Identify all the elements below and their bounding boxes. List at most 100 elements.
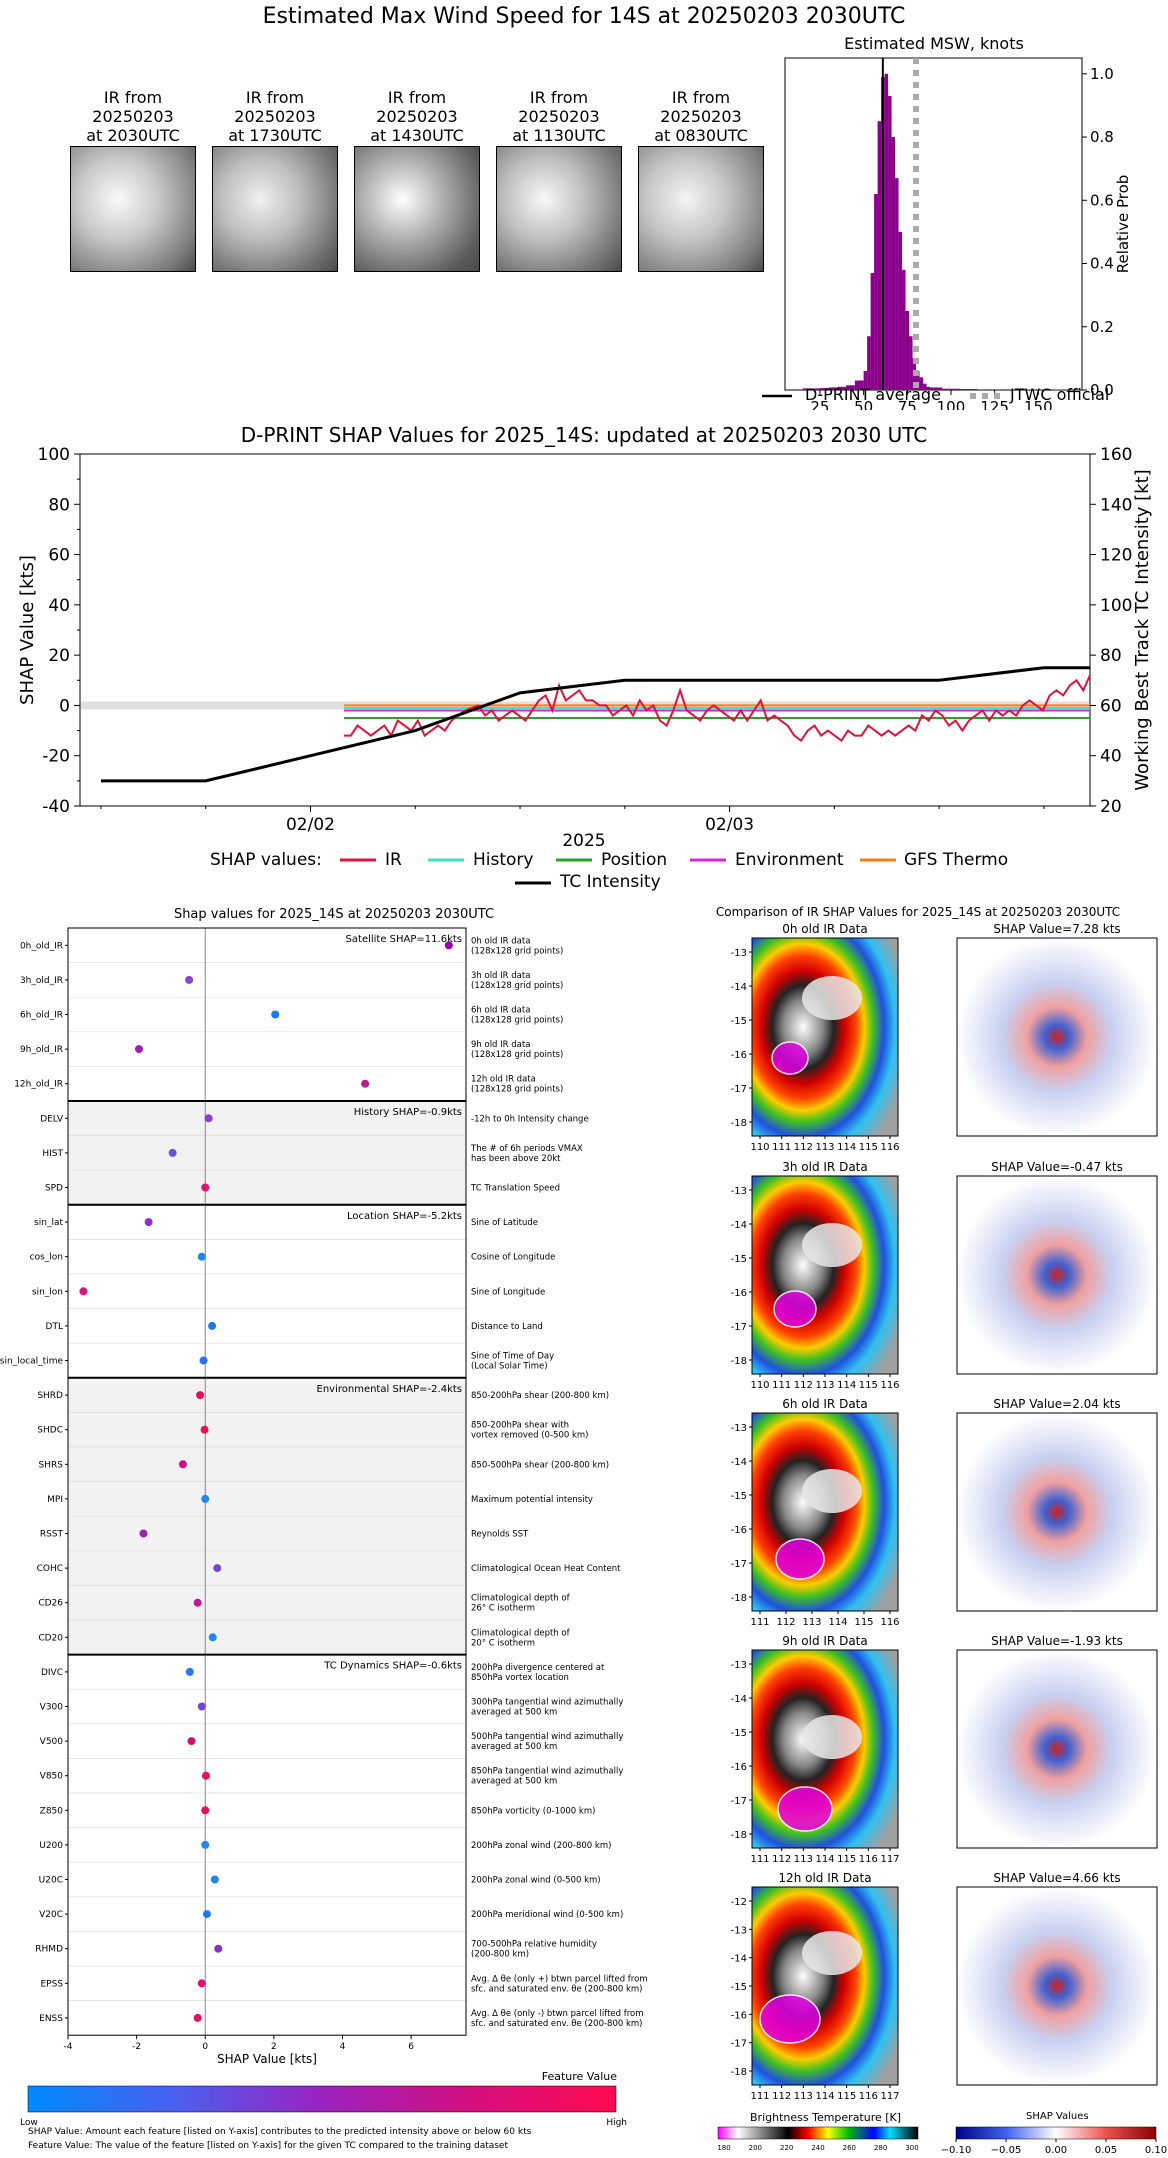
- timeseries-ytick: 60: [48, 546, 70, 566]
- shap-map: [957, 1650, 1157, 1848]
- bt-colorbar: [717, 2126, 919, 2140]
- group-shade: [68, 1101, 466, 1205]
- ir-ytick: -13: [731, 1423, 747, 1434]
- feature-shap-dot: [214, 1944, 223, 1953]
- ir-xtick: 112: [772, 1854, 791, 1865]
- ir-xtick: 115: [837, 1854, 856, 1865]
- feature-shap-dot: [204, 1114, 213, 1123]
- ir-xtick: 115: [859, 1142, 878, 1153]
- ir-thumbnail: IR from 20250203 at 2030UTC: [54, 88, 212, 145]
- timeseries-xtick: 02/02: [286, 815, 335, 835]
- bt-tick: 200: [749, 2144, 762, 2152]
- timeseries-axes: [79, 453, 1091, 807]
- ir-ytick: -17: [731, 1084, 747, 1095]
- timeseries-y2tick: 80: [1100, 646, 1122, 666]
- main-title: Estimated Max Wind Speed for 14S at 2025…: [262, 4, 906, 29]
- histogram-xtick: 50: [854, 398, 873, 410]
- feature-name: sin_lon: [32, 1287, 63, 1297]
- feature-shap-dot: [201, 1183, 210, 1192]
- footnote-feature: Feature Value: The value of the feature …: [28, 2141, 508, 2151]
- ir-ytick: -17: [731, 1322, 747, 1333]
- timeseries-title: D-PRINT SHAP Values for 2025_14S: update…: [241, 423, 928, 447]
- feature-shap-dot: [201, 1806, 210, 1815]
- ir-xtick: 110: [750, 1142, 769, 1153]
- group-label: History SHAP=-0.9kts: [354, 1107, 462, 1118]
- feature-name: 0h_old_IR: [20, 941, 63, 951]
- ir-ytick: -17: [731, 2039, 747, 2050]
- thumbnail-caption: at 1130UTC: [512, 126, 606, 145]
- feature-description: 200hPa zonal wind (0-500 km): [471, 1876, 601, 1886]
- feature-name: cos_lon: [30, 1253, 63, 1263]
- ir-ytick: -17: [731, 1559, 747, 1570]
- feature-description: (Local Solar Time): [471, 1362, 548, 1372]
- timeseries-y2tick: 160: [1100, 445, 1132, 465]
- feature-description: 20° C isotherm: [471, 1638, 535, 1648]
- ir-ytick: -16: [731, 1525, 747, 1536]
- legend-ir: IR: [385, 850, 402, 870]
- feature-description: 200hPa meridional wind (0-500 km): [471, 1910, 623, 1920]
- timeseries-ylabel: SHAP Value [kts]: [17, 555, 38, 705]
- sv-tick: −0.05: [991, 2145, 1022, 2156]
- timeseries-ytick: -20: [42, 747, 70, 767]
- feature-name: sin_lat: [34, 1218, 63, 1228]
- feature-description: Climatological Ocean Heat Content: [471, 1564, 621, 1574]
- feature-description: Maximum potential intensity: [471, 1495, 593, 1505]
- feature-description: Distance to Land: [471, 1322, 543, 1332]
- feature-name: V500: [40, 1737, 64, 1747]
- ir-ytick: -16: [731, 2010, 747, 2021]
- feature-description: 0h old IR data: [471, 936, 530, 946]
- thumbnail-caption: IR from: [387, 88, 447, 107]
- sv-title: SHAP Values: [1026, 2111, 1089, 2122]
- histogram-legend: D-PRINT average JTWC official: [760, 383, 1168, 409]
- shap-map: [957, 1176, 1157, 1374]
- feature-description: 6h old IR data: [471, 1006, 530, 1016]
- ir-xtick: 111: [750, 2091, 769, 2102]
- series-line-ir: [344, 674, 1091, 743]
- ir-xtick: 112: [772, 2091, 791, 2102]
- ir-xtick: 114: [837, 1142, 856, 1153]
- feature-name: SHDC: [37, 1426, 63, 1436]
- ir-thumbnail: IR from 20250203 at 1730UTC: [196, 88, 354, 145]
- feature-name: U20C: [39, 1876, 63, 1886]
- feature-description: 700-500hPa relative humidity: [471, 1940, 597, 1950]
- feature-shap-dot: [178, 1460, 187, 1469]
- shap-map-title: SHAP Value=4.66 kts: [993, 1871, 1120, 1885]
- feature-shap-dot: [197, 1702, 206, 1711]
- feature-description: -12h to 0h Intensity change: [471, 1114, 589, 1124]
- timeseries-y2tick: 120: [1100, 546, 1132, 566]
- timeseries-y2tick: 40: [1100, 747, 1122, 767]
- feature-description: (128x128 grid points): [471, 1085, 563, 1095]
- legend-dprint-average: D-PRINT average: [805, 385, 941, 404]
- ir-xtick: 113: [802, 1617, 821, 1628]
- timeseries-ytick: 0: [59, 696, 70, 716]
- sv-colorbar: [955, 2126, 1157, 2140]
- timeseries-y2tick: 20: [1100, 797, 1122, 817]
- feature-name: 12h_old_IR: [14, 1080, 63, 1090]
- timeseries-legend: SHAP values: IR History Position Environ…: [0, 846, 1168, 896]
- feature-description: 200hPa divergence centered at: [471, 1663, 605, 1673]
- feature-name: 9h_old_IR: [20, 1045, 63, 1055]
- ir-xtick: 111: [772, 1380, 791, 1391]
- feature-name: SHRD: [37, 1391, 63, 1401]
- ir-xtick: 112: [794, 1380, 813, 1391]
- histogram-bar: [854, 380, 864, 390]
- ir-ytick: -14: [731, 1220, 747, 1231]
- legend-gfs-thermo: GFS Thermo: [904, 850, 1009, 870]
- ir-ytick: -16: [731, 1288, 747, 1299]
- histogram-xtick: 150: [1024, 398, 1053, 410]
- feature-description: sfc. and saturated env. θe (200-800 km): [471, 2019, 643, 2029]
- histogram-bar: [977, 389, 995, 390]
- histogram-ytick: 0.0: [1090, 381, 1114, 399]
- ir-ytick: -15: [731, 1254, 747, 1265]
- feature-name: U200: [39, 1841, 63, 1851]
- feature-name: COHC: [37, 1564, 63, 1574]
- thumbnail-caption: 20250203: [660, 107, 742, 126]
- bt-tick: 220: [780, 2144, 793, 2152]
- feature-description: Climatological depth of: [471, 1594, 571, 1604]
- histogram-xtick: 25: [810, 398, 829, 410]
- feature-description: 3h old IR data: [471, 971, 530, 981]
- histogram-bar: [895, 178, 899, 390]
- timeseries-ytick: 100: [38, 445, 70, 465]
- ir-thumbnail-image: [354, 146, 480, 272]
- ir-image: [752, 938, 898, 1136]
